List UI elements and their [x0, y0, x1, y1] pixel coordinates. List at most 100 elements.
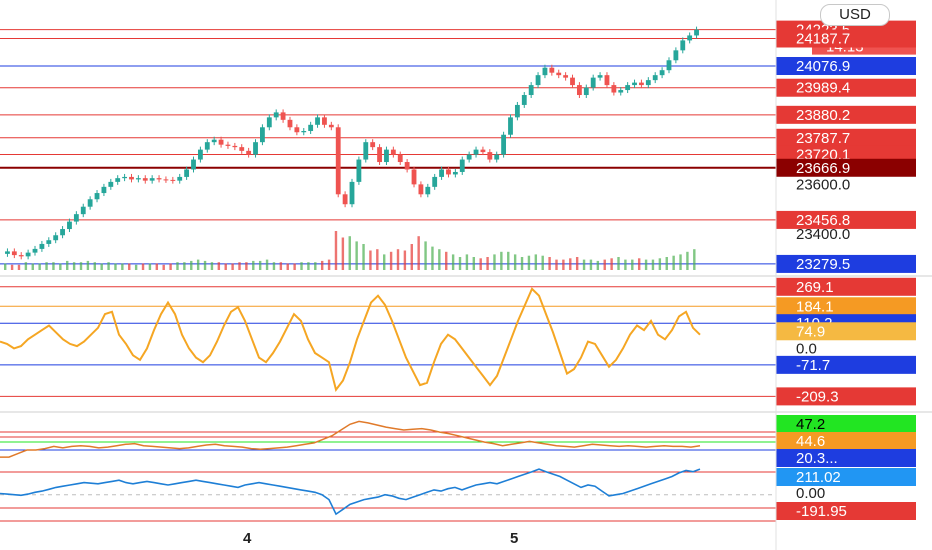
volume-bar [183, 262, 186, 270]
osc-level-tag: 184.1 [796, 298, 834, 315]
candle-body [280, 112, 286, 120]
candle-body [197, 149, 203, 160]
price-level-tag: 23456.8 [796, 212, 850, 229]
candle-body [452, 171, 458, 175]
volume-bar [258, 260, 262, 270]
candle-body [60, 229, 65, 236]
volume-bar [624, 259, 627, 270]
volume-bar [341, 237, 345, 270]
volume-bar [672, 255, 675, 270]
candle-body [129, 176, 134, 180]
volume-bar [210, 262, 214, 270]
volume-bar [10, 264, 14, 270]
volume-bar [369, 250, 372, 270]
volume-bar [148, 263, 152, 270]
volume-bar [272, 262, 276, 270]
volume-bar [196, 259, 200, 270]
volume-bar [203, 260, 207, 270]
volume-bar [479, 258, 482, 270]
candle-body [425, 186, 431, 195]
volume-bar [631, 259, 634, 270]
candle-body [335, 127, 341, 195]
momentum-tag-red-bg [776, 502, 916, 520]
price-tick-label: 23400.0 [796, 226, 850, 243]
candle-body [342, 194, 348, 205]
osc-level-tag: -71.7 [796, 357, 830, 374]
volume-bar [686, 251, 689, 270]
volume-bar [128, 263, 131, 270]
volume-bar [541, 255, 544, 270]
volume-bar [417, 236, 420, 270]
volume-bar [575, 257, 579, 270]
price-level-tag: 23880.2 [796, 107, 850, 124]
volume-bar [31, 263, 34, 270]
price-level-tag-bg [776, 210, 916, 229]
momentum-line [0, 468, 701, 516]
volume-bar [17, 264, 21, 270]
volume-bar [596, 260, 600, 270]
candle-body [666, 60, 672, 71]
volume-bar [307, 262, 310, 270]
candle-body [294, 127, 300, 133]
candle-body [645, 80, 651, 86]
strength-tag-blue: 20.3... [796, 450, 838, 467]
candle-body [446, 169, 451, 175]
candle-body [266, 117, 272, 128]
volume-bar [562, 259, 565, 270]
candle-body [239, 147, 245, 151]
candle-body [287, 119, 293, 128]
candle-body [18, 255, 24, 257]
candle-body [53, 235, 59, 241]
volume-bar [410, 244, 413, 270]
volume-bar [589, 259, 593, 270]
candle-body [301, 131, 307, 133]
volume-bar [162, 264, 165, 270]
candle-body [494, 154, 500, 160]
volume-bar [93, 262, 96, 270]
candle-body [659, 70, 665, 76]
volume-bar [396, 249, 400, 270]
candle-body [232, 145, 238, 148]
volume-bar [651, 259, 655, 270]
volume-bar [224, 263, 227, 270]
volume-bar [603, 259, 606, 270]
volume-bar [52, 262, 55, 270]
candle-body [363, 142, 369, 160]
candle-body [528, 85, 534, 96]
volume-bar [314, 262, 317, 270]
candle-body [46, 240, 52, 244]
volume-bar [486, 257, 489, 270]
candle-body [349, 181, 355, 205]
price-level-tag-bg [776, 78, 916, 97]
volume-bar [320, 260, 324, 270]
candle-body [328, 124, 334, 128]
price-level-tag-bg [776, 128, 916, 147]
currency-button[interactable]: USD [820, 4, 890, 26]
volume-bar [644, 259, 648, 270]
price-level-tag-bg [776, 158, 916, 177]
candle-body [576, 85, 582, 96]
volume-bar [59, 263, 62, 270]
candle-body [39, 243, 45, 249]
volume-bar [24, 262, 28, 270]
candle-body [597, 75, 603, 78]
volume-bar [114, 263, 117, 270]
candle-body [514, 104, 520, 118]
candle-body [273, 112, 279, 118]
candle-body [687, 35, 693, 41]
volume-bar [513, 254, 517, 270]
volume-bar [383, 254, 386, 270]
volume-bar [155, 263, 159, 270]
candle-body [253, 142, 258, 155]
candle-body [204, 142, 210, 150]
osc-level-tag: 74.9 [796, 323, 825, 340]
candle-body [521, 95, 527, 105]
candle-body [590, 77, 596, 88]
candle-body [184, 169, 190, 177]
price-level-tag: 23989.4 [796, 80, 850, 97]
candle-body [260, 127, 265, 143]
volume-bar [66, 260, 69, 270]
candle-body [218, 139, 224, 145]
strength-tag-orange: 44.6 [796, 433, 825, 450]
